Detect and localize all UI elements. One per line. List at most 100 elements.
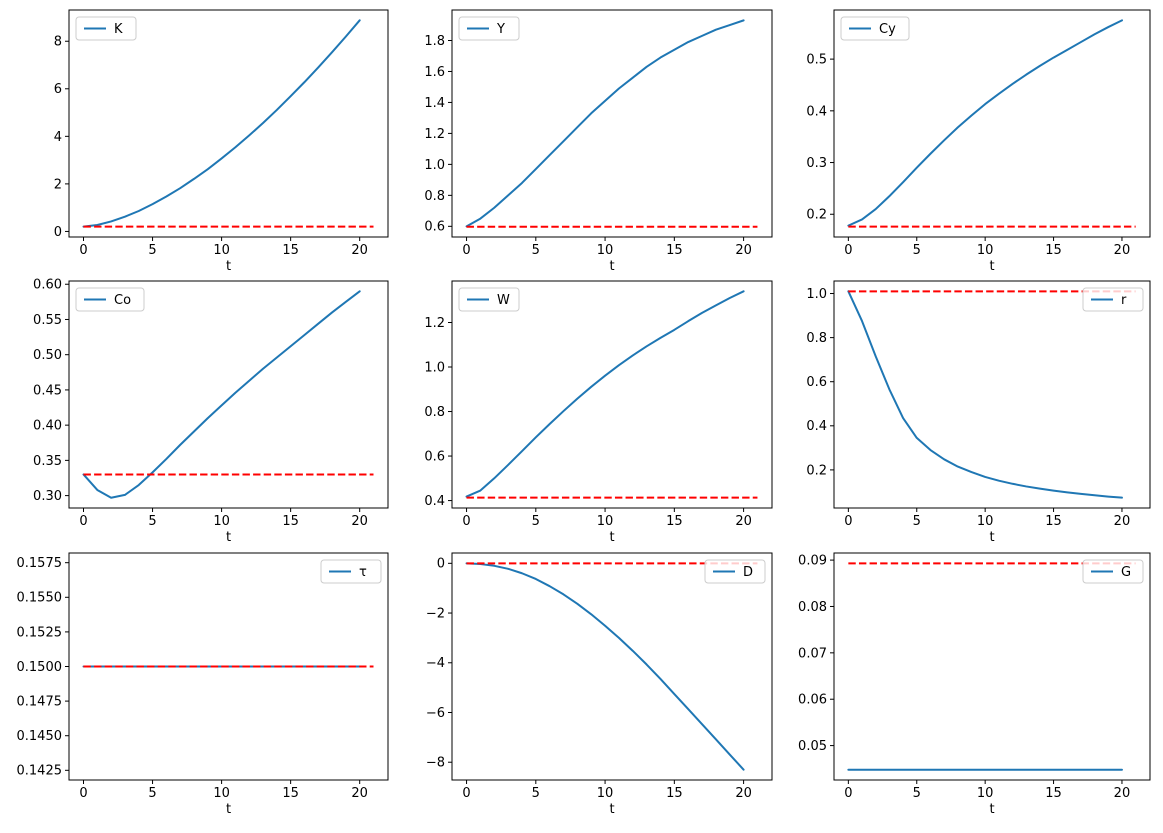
chart-canvas-Y: 0 5 10 15 20 t 0.6 0.8 1.0 1.2 1.4 1.6 1.8 Y: [424, 9, 773, 271]
subplot-r: 0 5 10 15 20 t 0.2 0.4 0.6 0.8 1.0 r: [778, 271, 1163, 543]
y-tick-label: 0.1450: [17, 729, 63, 744]
x-tick-label: 0: [79, 243, 87, 258]
x-tick-label: 5: [148, 786, 156, 801]
y-tick-label: 0.8: [424, 189, 445, 204]
legend-D: D: [704, 559, 766, 584]
x-axis-label: t: [609, 802, 614, 817]
legend-W: W: [458, 287, 520, 312]
y-axis: 0.1425 0.1450 0.1475 0.1500 0.1525 0.1550 0.15…: [17, 556, 69, 779]
x-tick-label: 15: [666, 514, 683, 529]
y-tick-label: 0.1500: [17, 660, 63, 675]
y-tick-label: 0.4: [424, 494, 445, 509]
x-axis: 0 5 10 15 20: [462, 780, 752, 801]
plot-border: [451, 552, 773, 781]
chart-canvas-tau: 0 5 10 15 20t0.14250.14500.14750.15000.15250…: [17, 552, 389, 817]
y-tick-label: 0.1525: [17, 625, 63, 640]
x-axis: 0 5 10 15 20: [462, 237, 752, 258]
legend-Co: Co: [75, 287, 145, 312]
y-tick-label: −6: [426, 706, 445, 721]
x-axis: 0 5 10 15 20: [79, 237, 368, 258]
x-tick-label: 10: [977, 243, 994, 258]
axes-G: 0 5 10 15 20 t 0.05 0.06 0.07 0.08 0.09 G: [798, 552, 1151, 817]
x-tick-label: 5: [148, 514, 156, 529]
x-tick-label: 5: [913, 243, 921, 258]
x-axis: 0 5 10 15 20: [844, 237, 1130, 258]
y-tick-label: 1.0: [424, 360, 445, 375]
plot-border: [833, 280, 1151, 509]
x-tick-label: 10: [213, 243, 230, 258]
legend-box: [840, 16, 910, 41]
x-tick-label: 15: [666, 243, 683, 258]
subplot-y: 0 5 10 15 20 t 0.6 0.8 1.0 1.2 1.4 1.6 1.8 Y: [395, 0, 778, 271]
legend-Y: Y: [458, 16, 520, 41]
y-axis: 0 −2 −4 −6 −8: [426, 557, 452, 771]
y-tick-label: 0.6: [424, 449, 445, 464]
x-tick-label: 10: [977, 786, 994, 801]
x-tick-label: 15: [282, 243, 299, 258]
chart-canvas-K: 0 5 10 15 20 t 0 2 4 6 8 K: [54, 9, 389, 271]
y-axis: 0.2 0.3 0.4 0.5: [806, 53, 834, 223]
x-axis: 0 5 10 15 20: [844, 508, 1130, 529]
subplot-k: 0 5 10 15 20 t 0 2 4 6 8 K: [5, 0, 395, 271]
y-tick-label: 0.05: [798, 739, 827, 754]
subplot-cy: 0 5 10 15 20 t 0.2 0.3 0.4 0.5 Cy: [778, 0, 1163, 271]
series-line-D: [465, 562, 745, 771]
x-tick-label: 15: [282, 514, 299, 529]
y-tick-label: 1.0: [424, 158, 445, 173]
y-tick-label: 0.40: [33, 419, 62, 434]
x-tick-label: 0: [462, 786, 470, 801]
x-tick-label: 15: [1045, 243, 1062, 258]
x-tick-label: 10: [597, 786, 614, 801]
y-axis: 0.2 0.4 0.6 0.8 1.0: [806, 287, 834, 478]
y-tick-label: 0.6: [806, 375, 827, 390]
y-tick-label: 1.0: [806, 287, 827, 302]
y-tick-label: 0.5: [806, 53, 827, 68]
y-tick-label: 0.6: [424, 220, 445, 235]
x-tick-label: 10: [213, 514, 230, 529]
y-tick-label: 2: [54, 177, 62, 192]
x-axis-label: t: [226, 802, 231, 817]
x-axis-label: t: [989, 802, 994, 817]
y-tick-label: −2: [426, 606, 445, 621]
x-tick-label: 0: [462, 243, 470, 258]
legend-r: r: [1082, 287, 1144, 312]
y-tick-label: 0.35: [33, 454, 62, 469]
axes-tau: 0 5 10 15 20t0.14250.14500.14750.15000.15250…: [17, 552, 389, 817]
y-tick-label: 0.30: [33, 489, 62, 504]
y-tick-label: 0.07: [798, 646, 827, 661]
legend-label: G: [1121, 565, 1131, 580]
y-tick-label: 1.2: [424, 316, 445, 331]
plot-border: [68, 9, 389, 238]
y-tick-label: 1.4: [424, 96, 445, 111]
chart-canvas-G: 0 5 10 15 20 t 0.05 0.06 0.07 0.08 0.09 G: [798, 552, 1151, 817]
x-axis: 0 5 10 15 20: [79, 508, 368, 529]
subplot-d: 0 5 10 15 20 t 0 −2 −4 −6 −8 D: [395, 543, 778, 833]
x-axis-label: t: [989, 259, 994, 271]
series-line-r: [847, 290, 1123, 499]
axes-Cy: 0 5 10 15 20 t 0.2 0.3 0.4 0.5 Cy: [806, 9, 1151, 271]
x-tick-label: 0: [844, 243, 852, 258]
y-tick-label: 0.4: [806, 419, 827, 434]
legend-label: τ: [359, 565, 367, 580]
y-tick-label: 1.6: [424, 65, 445, 80]
plot-border: [451, 280, 773, 509]
x-tick-label: 15: [666, 786, 683, 801]
subplot-co: 0 5 10 15 20 t 0.30 0.35 0.40 0.45 0.50 0.55 0.60 Co: [5, 271, 395, 543]
subplot-g: 0 5 10 15 20 t 0.05 0.06 0.07 0.08 0.09 G: [778, 543, 1163, 833]
plot-border: [68, 280, 389, 509]
y-tick-label: 6: [54, 82, 62, 97]
legend-label: Co: [114, 293, 131, 308]
y-tick-label: 0.2: [806, 463, 827, 478]
legend-label: Cy: [879, 22, 896, 37]
plot-border: [833, 9, 1151, 238]
axes-Co: 0 5 10 15 20 t 0.30 0.35 0.40 0.45 0.50 0.55 0.60 Co: [33, 278, 389, 543]
chart-canvas-r: 0 5 10 15 20 t 0.2 0.4 0.6 0.8 1.0 r: [806, 280, 1151, 543]
x-tick-label: 20: [351, 514, 368, 529]
x-tick-label: 20: [735, 514, 752, 529]
x-tick-label: 0: [844, 514, 852, 529]
legend-label: W: [497, 293, 510, 308]
x-axis-label: t: [609, 530, 614, 543]
legend-tau: τ: [320, 559, 382, 584]
y-tick-label: 0: [54, 225, 62, 240]
x-axis: 0 5 10 15 20: [79, 780, 368, 801]
